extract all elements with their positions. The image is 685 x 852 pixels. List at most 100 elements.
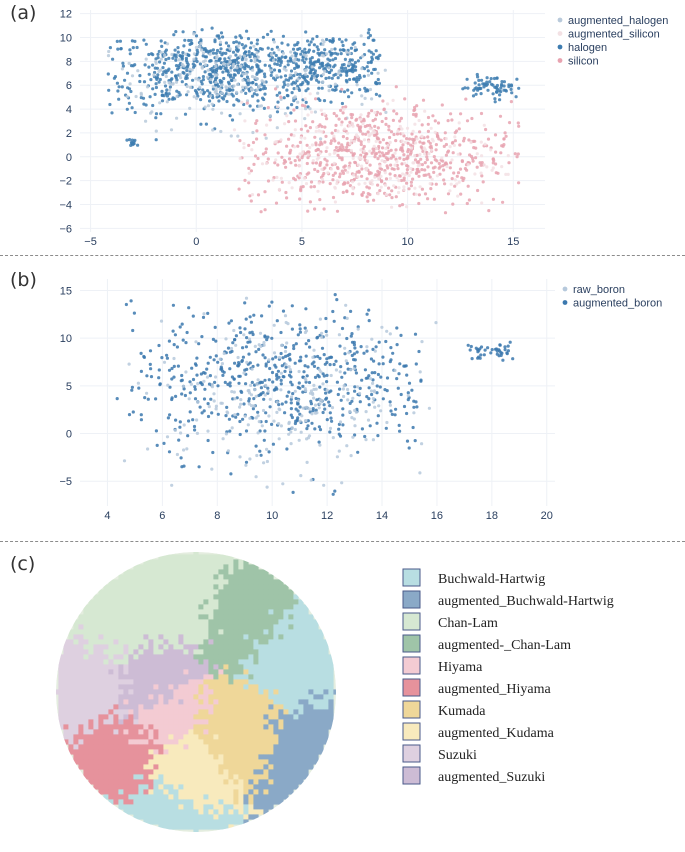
data-point-augmented_halogen (347, 61, 351, 66)
data-point-silicon (391, 153, 395, 157)
cluster-cell-Hiyama (173, 739, 179, 745)
cluster-cell-Kumada (268, 729, 274, 735)
cluster-cell-Suzuki (78, 719, 84, 725)
cluster-cell-Suzuki (108, 699, 114, 705)
data-point-raw_boron (313, 403, 318, 407)
data-point-augmented_halogen (175, 94, 179, 98)
cluster-cell-Chan-Lam (163, 589, 169, 595)
data-point-halogen (160, 99, 165, 103)
cluster-cell-augmented_Suzuki (188, 664, 194, 670)
data-point-silicon (325, 159, 329, 163)
cluster-cell-Hiyama (158, 704, 164, 710)
cluster-cell-augmented_Suzuki (118, 704, 124, 710)
cluster-cell-Hiyama (168, 719, 174, 725)
cluster-cell-Hiyama (178, 734, 184, 740)
data-point-silicon (409, 180, 413, 184)
cluster-cell-Suzuki (83, 719, 89, 725)
data-point-augmented_silicon (247, 171, 251, 175)
cluster-cell-Buchwald-Hartwig (318, 629, 324, 635)
data-point-augmented_silicon (479, 171, 483, 175)
cluster-cell-augmented_Suzuki (153, 659, 159, 665)
data-point-silicon (517, 181, 521, 185)
cluster-cell-Chan-Lam (113, 579, 119, 585)
cluster-cell-Buchwald-Hartwig (308, 659, 314, 665)
data-point-raw_boron (434, 321, 438, 325)
cluster-cell-augmented-_Chan-Lam (228, 629, 234, 635)
cluster-cell-Chan-Lam (133, 604, 139, 610)
cluster-cell-Buchwald-Hartwig (308, 634, 314, 640)
cluster-cell-augmented_Kudama (173, 749, 179, 755)
data-point-halogen (340, 63, 344, 67)
data-point-silicon (314, 97, 318, 101)
data-point-augmented_halogen (313, 110, 317, 114)
cluster-cell-Hiyama (148, 719, 154, 725)
cluster-cell-augmented_Buchwald-Hartwig (328, 714, 334, 720)
data-point-halogen (316, 73, 320, 78)
cluster-cell-augmented-_Chan-Lam (208, 654, 214, 660)
cluster-cell-Hiyama (168, 739, 174, 745)
cluster-cell-Chan-Lam (138, 584, 144, 590)
data-point-augmented_boron (246, 340, 250, 344)
cluster-cell-augmented_Hiyama (88, 744, 94, 750)
data-point-augmented_boron (137, 386, 141, 390)
cluster-cell-Suzuki (83, 684, 89, 690)
cluster-cell-augmented_Buchwald-Hartwig (313, 729, 319, 735)
cluster-cell-Chan-Lam (158, 554, 164, 560)
data-point-augmented_boron (225, 405, 229, 409)
cluster-cell-Buchwald-Hartwig (298, 659, 304, 665)
cluster-cell-Buchwald-Hartwig (298, 689, 304, 695)
cluster-cell-Suzuki (83, 699, 89, 705)
data-point-silicon (245, 101, 249, 105)
data-point-augmented_halogen (255, 51, 259, 55)
data-point-silicon (421, 98, 426, 102)
cluster-cell-augmented_Kudama (153, 754, 159, 760)
data-point-halogen (174, 30, 178, 34)
data-point-raw_boron (364, 410, 368, 414)
cluster-cell-Kumada (273, 734, 279, 740)
data-point-raw_boron (352, 367, 356, 371)
cluster-cell-augmented_Suzuki (183, 644, 189, 650)
cluster-cell-augmented_Hiyama (78, 734, 84, 740)
data-point-raw_boron (254, 416, 258, 420)
cluster-cell-Chan-Lam (113, 649, 119, 655)
cluster-cell-augmented-_Chan-Lam (248, 619, 254, 625)
data-point-silicon (452, 171, 456, 175)
data-point-raw_boron (206, 429, 210, 433)
cluster-cell-augmented-_Chan-Lam (223, 659, 229, 665)
cluster-cell-Suzuki (73, 674, 79, 680)
cluster-cell-Buchwald-Hartwig (253, 644, 259, 650)
cluster-cell-Chan-Lam (188, 569, 194, 575)
data-point-augmented_boron (289, 401, 293, 405)
cluster-cell-Kumada (248, 689, 254, 695)
data-point-augmented_halogen (275, 74, 279, 78)
data-point-halogen (365, 65, 369, 69)
data-point-augmented_boron (503, 348, 507, 352)
cluster-cell-augmented-_Chan-Lam (243, 654, 249, 660)
data-point-raw_boron (277, 355, 282, 360)
data-point-silicon (388, 172, 392, 176)
cluster-cell-Chan-Lam (148, 599, 154, 605)
cluster-cell-Chan-Lam (73, 619, 79, 625)
cluster-cell-Buchwald-Hartwig (308, 674, 314, 680)
cluster-cell-Chan-Lam (103, 609, 109, 615)
cluster-cell-Kumada (193, 714, 199, 720)
data-point-raw_boron (244, 296, 249, 300)
data-point-augmented_halogen (206, 104, 210, 108)
cluster-cell-augmented_Hiyama (128, 729, 134, 735)
data-point-silicon (368, 163, 372, 167)
cluster-cell-Kumada (253, 699, 259, 705)
data-point-augmented_boron (339, 365, 343, 369)
data-point-raw_boron (272, 351, 277, 355)
cluster-cell-Buchwald-Hartwig (278, 689, 284, 695)
data-point-halogen (316, 48, 320, 52)
data-point-halogen (289, 76, 293, 80)
cluster-cell-Suzuki (98, 649, 104, 655)
cluster-cell-Buchwald-Hartwig (293, 689, 299, 695)
cluster-cell-Chan-Lam (88, 629, 94, 635)
cluster-cell-augmented_Suzuki (148, 644, 154, 650)
data-point-halogen (175, 67, 180, 71)
data-point-silicon (268, 118, 272, 122)
data-point-augmented_boron (289, 397, 293, 401)
cluster-cell-Chan-Lam (83, 644, 89, 650)
cluster-cell-Chan-Lam (143, 639, 149, 645)
